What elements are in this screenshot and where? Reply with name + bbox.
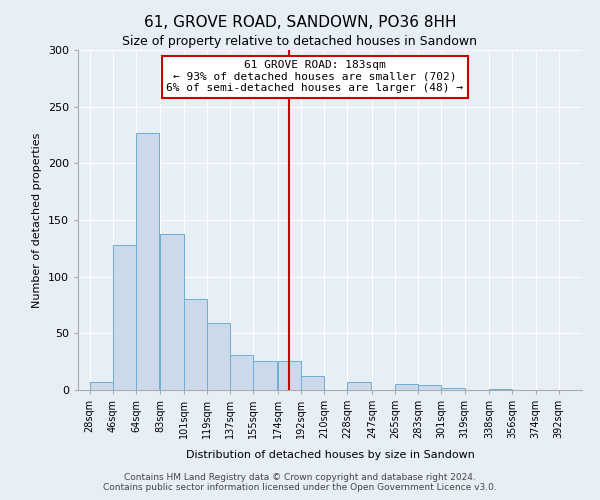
Bar xyxy=(113,245,136,390)
X-axis label: Distribution of detached houses by size in Sandown: Distribution of detached houses by size … xyxy=(185,450,475,460)
Bar xyxy=(136,132,159,390)
Bar xyxy=(418,386,442,390)
Bar xyxy=(278,360,301,390)
Text: 61, GROVE ROAD, SANDOWN, PO36 8HH: 61, GROVE ROAD, SANDOWN, PO36 8HH xyxy=(144,15,456,30)
Y-axis label: Number of detached properties: Number of detached properties xyxy=(32,132,42,308)
Bar xyxy=(347,382,371,390)
Bar xyxy=(253,360,277,390)
Bar xyxy=(489,389,512,390)
Bar xyxy=(160,234,184,390)
Text: 61 GROVE ROAD: 183sqm
← 93% of detached houses are smaller (702)
6% of semi-deta: 61 GROVE ROAD: 183sqm ← 93% of detached … xyxy=(166,60,463,94)
Text: Size of property relative to detached houses in Sandown: Size of property relative to detached ho… xyxy=(122,35,478,48)
Bar xyxy=(301,376,324,390)
Bar xyxy=(207,323,230,390)
Bar xyxy=(184,300,207,390)
Bar xyxy=(89,382,113,390)
Bar xyxy=(395,384,418,390)
Text: Contains HM Land Registry data © Crown copyright and database right 2024.
Contai: Contains HM Land Registry data © Crown c… xyxy=(103,473,497,492)
Bar xyxy=(442,388,465,390)
Bar xyxy=(230,355,253,390)
